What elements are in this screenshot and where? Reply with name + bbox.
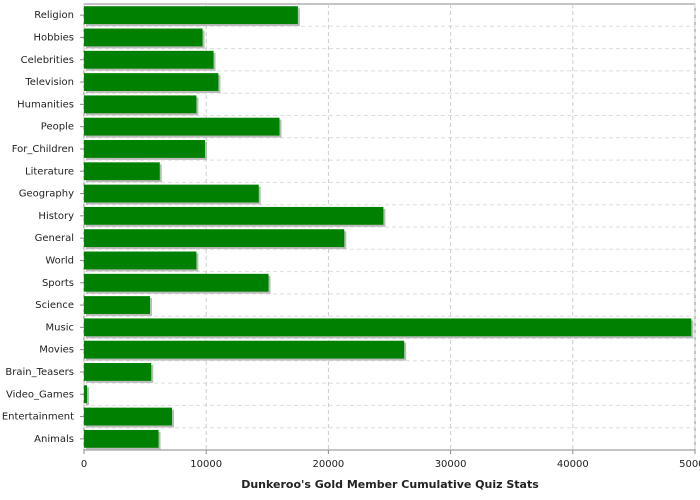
bar — [84, 340, 405, 359]
y-tick-label: Humanities — [17, 99, 74, 110]
x-tick-label: 20000 — [312, 459, 344, 470]
y-tick-label: General — [35, 233, 74, 244]
bar — [84, 95, 197, 114]
y-tick-label: Hobbies — [34, 32, 74, 43]
bar-shadow — [86, 387, 90, 406]
y-tick-label: Religion — [34, 10, 74, 21]
bar — [84, 273, 269, 292]
bar — [84, 429, 159, 448]
bar — [84, 363, 152, 381]
bar — [84, 117, 280, 136]
y-tick-label: History — [38, 211, 74, 222]
bar — [84, 407, 172, 426]
bar — [84, 296, 150, 314]
y-tick-label: People — [41, 122, 74, 133]
y-tick-label: Television — [24, 77, 74, 88]
y-tick-label: Science — [35, 300, 74, 311]
bar — [84, 385, 88, 404]
y-tick-label: Brain_Teasers — [5, 367, 74, 378]
y-tick-label: Celebrities — [21, 55, 74, 66]
y-tick-label: For_Children — [12, 144, 74, 155]
bar — [84, 50, 214, 69]
bar — [84, 6, 298, 25]
bar — [84, 28, 203, 47]
bar — [84, 73, 219, 91]
y-tick-label: Sports — [42, 278, 74, 289]
x-tick-label: 50000 — [679, 459, 700, 470]
x-tick-label: 10000 — [190, 459, 222, 470]
bar — [84, 251, 197, 270]
y-tick-label: Movies — [39, 345, 74, 356]
x-tick-label: 40000 — [557, 459, 589, 470]
chart-title: Dunkeroo's Gold Member Cumulative Quiz S… — [241, 478, 539, 491]
bar — [84, 140, 205, 158]
y-tick-label: World — [45, 255, 74, 266]
x-tick-label: 30000 — [435, 459, 467, 470]
bar — [84, 318, 692, 337]
y-tick-label: Music — [46, 322, 74, 333]
y-tick-label: Literature — [25, 166, 74, 177]
bar — [84, 206, 384, 225]
bar — [84, 229, 345, 248]
bar — [84, 162, 160, 181]
y-tick-label: Entertainment — [2, 412, 74, 423]
x-tick-label: 0 — [81, 459, 87, 470]
y-tick-label: Geography — [19, 189, 74, 200]
y-tick-label: Animals — [34, 434, 74, 445]
y-tick-label: Video_Games — [6, 389, 74, 400]
bar — [84, 184, 259, 203]
